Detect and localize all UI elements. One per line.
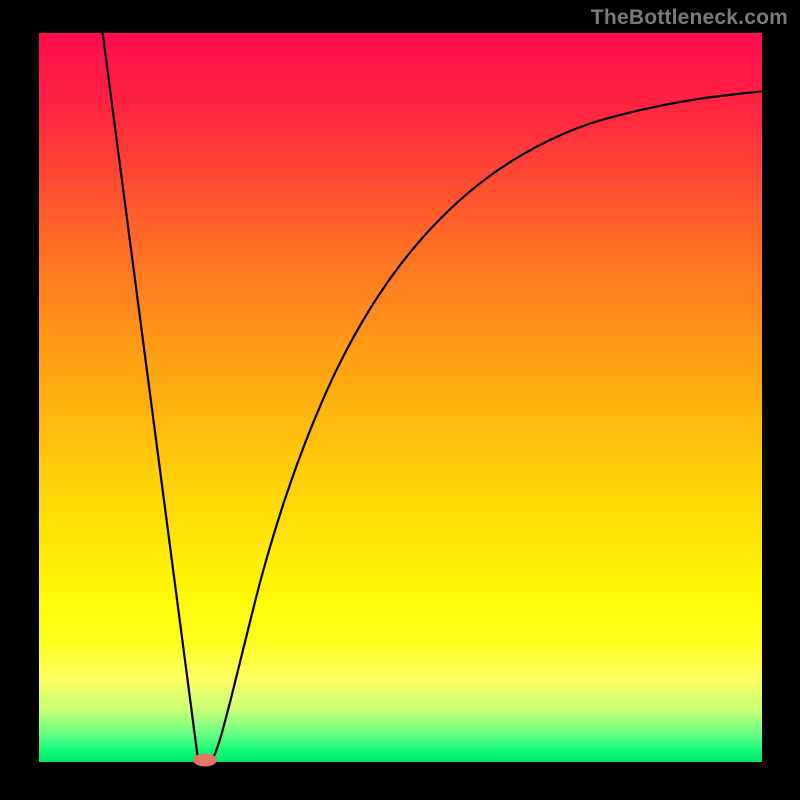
plot-area (39, 33, 762, 762)
minimum-marker (193, 753, 217, 766)
watermark-text: TheBottleneck.com (591, 6, 788, 30)
curve-right-arm (213, 91, 762, 759)
bottleneck-curve (39, 33, 762, 762)
curve-left-arm (103, 33, 198, 760)
